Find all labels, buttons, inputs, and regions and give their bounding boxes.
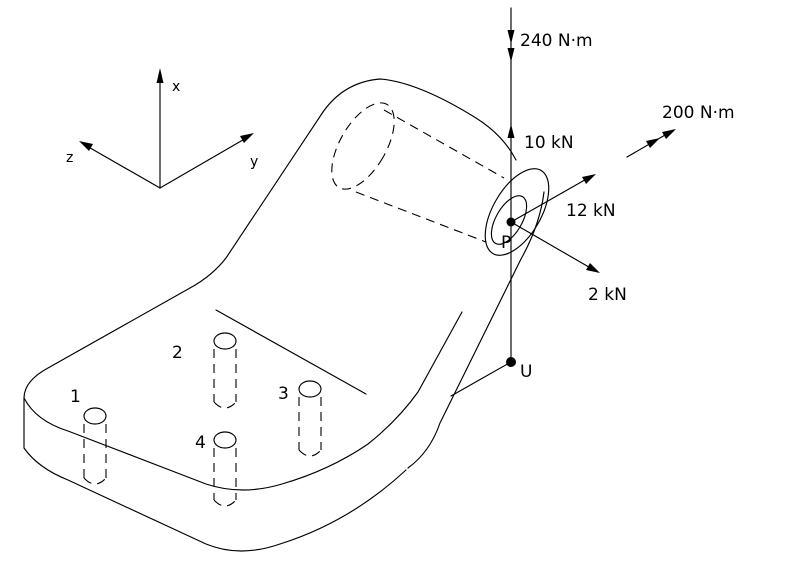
bolt-hole-2 xyxy=(213,332,237,409)
point-U-label: U xyxy=(520,362,532,382)
hidden-bore-end xyxy=(331,102,395,190)
force-2kN-arrowhead xyxy=(586,263,600,273)
force-2kN-label: 2 kN xyxy=(588,285,627,305)
bolt-3-bottom xyxy=(298,449,322,457)
point-P-marker xyxy=(506,217,516,227)
bolt-4-top xyxy=(213,431,237,449)
hidden-bore-top xyxy=(383,109,505,179)
z-axis-arrowhead xyxy=(79,141,93,151)
bolt-hole-1 xyxy=(83,407,107,485)
bolt-1-label: 1 xyxy=(70,387,81,407)
moment-200-label: 200 N·m xyxy=(662,103,735,123)
load-system xyxy=(506,7,676,367)
bolt-1-bottom xyxy=(83,477,107,485)
point-U-marker xyxy=(506,357,516,367)
force-10kN-arrowhead xyxy=(507,124,515,138)
base-plate-top-edge xyxy=(23,287,463,491)
base-fold-line xyxy=(215,309,367,395)
x-axis-label: x xyxy=(172,79,180,95)
bolt-2-top xyxy=(213,332,237,350)
axis-triad: x y z xyxy=(66,68,258,189)
bolt-3-label: 3 xyxy=(278,384,289,404)
boss-outer-ellipse xyxy=(484,168,550,256)
upright-top-edge xyxy=(322,78,517,161)
y-axis-arrowhead xyxy=(240,133,254,143)
base-bottom-edge xyxy=(23,447,407,552)
moment-240-arrowhead-2 xyxy=(507,48,515,62)
moment-240-label: 240 N·m xyxy=(520,31,593,51)
bolt-3-top xyxy=(298,380,322,398)
base-rear-edge xyxy=(189,111,324,289)
bolt-2-label: 2 xyxy=(172,343,183,363)
point-P-label: P xyxy=(501,233,511,253)
force-12kN-label: 12 kN xyxy=(566,201,616,221)
force-2kN-line xyxy=(510,221,595,271)
z-axis-line xyxy=(84,144,161,189)
z-axis-label: z xyxy=(66,150,73,166)
upright-front-edge xyxy=(407,191,545,469)
moment-200-arrowhead-1 xyxy=(646,138,660,148)
force-12kN-line xyxy=(510,176,591,223)
bolt-2-bottom xyxy=(213,401,237,409)
hidden-bore-bottom xyxy=(355,191,487,243)
moment-240-arrowhead-1 xyxy=(507,30,515,44)
bolt-1-top xyxy=(83,407,107,425)
bolt-hole-4 xyxy=(213,431,237,507)
moment-200-arrowhead-2 xyxy=(662,129,676,139)
bolt-hole-3 xyxy=(298,380,322,457)
force-10kN-label: 10 kN xyxy=(524,133,574,153)
bracket-body xyxy=(23,78,550,552)
boss-hole-ellipse xyxy=(490,195,528,245)
y-axis-label: y xyxy=(250,154,258,170)
y-axis-line xyxy=(159,136,249,189)
force-12kN-arrowhead xyxy=(582,174,596,184)
bolt-4-bottom xyxy=(213,499,237,507)
x-axis-arrowhead xyxy=(156,68,164,83)
support-line-to-U xyxy=(450,361,512,397)
bolt-4-label: 4 xyxy=(195,433,206,453)
